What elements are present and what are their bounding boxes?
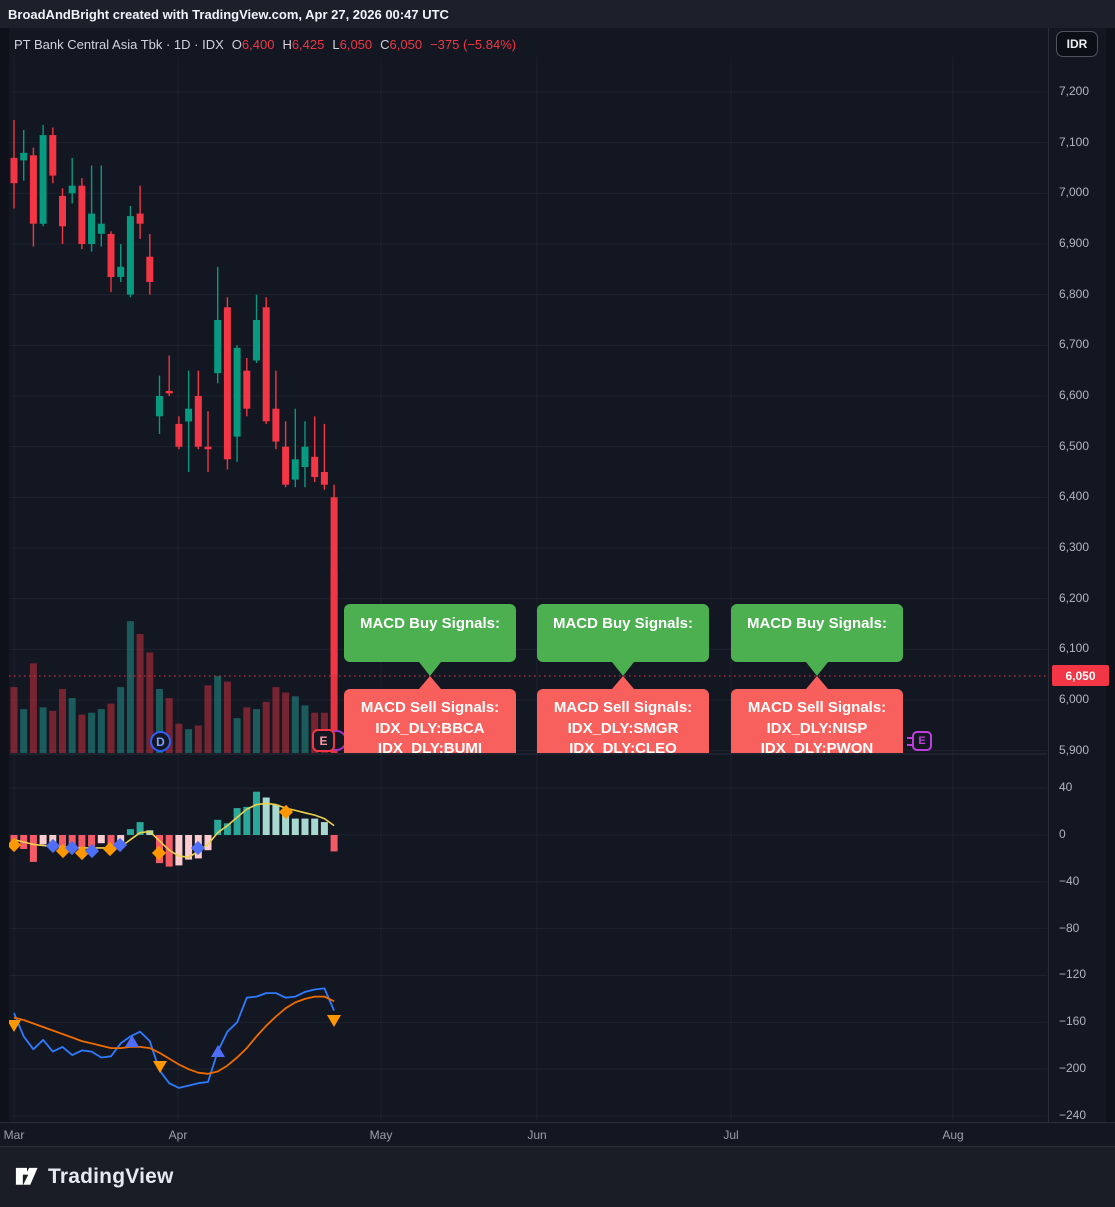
sell-box-title: MACD Sell Signals: [747, 699, 887, 716]
sell-box-ticker: IDX_DLY:PWON [760, 740, 874, 753]
macd-buy-signals-box[interactable]: MACD Buy Signals: [344, 604, 516, 676]
tradingview-logo-icon[interactable] [13, 1164, 40, 1191]
axis-label: −80 [1059, 920, 1080, 935]
sell-box-ticker: IDX_DLY:BUMI [377, 740, 483, 753]
price-pane-overlay: MACD Buy Signals: MACD Sell Signals: IDX_D… [9, 57, 1047, 753]
axis-label: −120 [1059, 967, 1087, 982]
sell-box-ticker: IDX_DLY:BBCA [375, 719, 485, 737]
axis-label: 7,000 [1059, 185, 1090, 200]
axis-label: 7,100 [1059, 134, 1090, 149]
macd-sell-signals-box[interactable]: MACD Sell Signals: IDX_DLY:BBCA IDX_DLY:BU… [344, 676, 516, 753]
ohlc-open: O6,400 [231, 36, 275, 52]
sell-box-ticker: IDX_DLY:NISP [766, 719, 868, 737]
axis-label: 6,900 [1059, 236, 1090, 250]
axis-label: 6,600 [1059, 388, 1090, 402]
time-axis-label: Jun [527, 1128, 547, 1142]
time-axis[interactable]: Mar Apr May Jun Jul Aug [0, 1122, 1115, 1147]
axis-label: −160 [1059, 1014, 1087, 1029]
price-change: −375 (−5.84%) [430, 36, 517, 52]
axis-label: −240 [1059, 1107, 1087, 1122]
ohlc-close: C6,050 [380, 36, 423, 52]
axis-label: 6,000 [1059, 692, 1090, 706]
attribution-text: BroadAndBright created with TradingView.… [8, 6, 449, 22]
axis-label: 5,900 [1059, 742, 1090, 757]
axis-label: 40 [1059, 780, 1073, 795]
right-gutter [1106, 28, 1115, 1147]
earnings-badge[interactable]: E [312, 729, 335, 752]
axis-label: −200 [1059, 1061, 1087, 1076]
time-axis-label: May [369, 1128, 393, 1142]
macd-buy-signals-box[interactable]: MACD Buy Signals: [537, 604, 709, 676]
axis-label: 6,800 [1059, 286, 1090, 301]
tradingview-logo-text[interactable]: TradingView [48, 1165, 174, 1188]
axis-label: 6,500 [1059, 438, 1090, 453]
time-axis-label: Aug [942, 1128, 964, 1142]
attribution-bar: BroadAndBright created with TradingView.… [0, 0, 1115, 28]
ohlc-low: L6,050 [332, 36, 373, 52]
dividend-badge[interactable]: D [150, 731, 171, 752]
last-price-label: 6,050 [1052, 665, 1109, 686]
axis-label: 6,400 [1059, 489, 1090, 504]
axis-label: 6,300 [1059, 540, 1090, 554]
symbol-title[interactable]: PT Bank Central Asia Tbk · 1D · IDX [14, 36, 224, 52]
time-axis-label: Mar [3, 1128, 25, 1142]
axis-label: 0 [1059, 827, 1066, 841]
currency-button[interactable]: IDR [1056, 31, 1098, 57]
macd-sell-signals-box[interactable]: MACD Sell Signals: IDX_DLY:SMGR IDX_DLY:CL… [537, 676, 709, 753]
axis-label: 6,200 [1059, 590, 1090, 605]
sell-box-ticker: IDX_DLY:SMGR [567, 719, 679, 737]
macd-buy-signals-box[interactable]: MACD Buy Signals: [731, 604, 903, 676]
axis-label: 6,100 [1059, 641, 1090, 656]
left-gutter [0, 28, 9, 1122]
time-axis-label: Jul [723, 1128, 739, 1142]
sell-box-title: MACD Sell Signals: [360, 699, 500, 716]
symbol-header[interactable]: PT Bank Central Asia Tbk · 1D · IDX O6,4… [14, 36, 524, 52]
price-axis[interactable]: 7,200 7,100 7,000 6,900 6,800 6,700 6,600 6,500… [1048, 28, 1107, 1122]
footer: TradingView [0, 1147, 1115, 1207]
sell-box-ticker: IDX_DLY:CLEO [569, 740, 677, 753]
macd-sell-signals-box[interactable]: MACD Sell Signals: IDX_DLY:NISP IDX_DLY:PW… [731, 676, 903, 753]
earnings-estimate-badge[interactable]: E [907, 731, 932, 751]
axis-label: 7,200 [1059, 84, 1090, 98]
sell-box-title: MACD Sell Signals: [553, 699, 693, 716]
ohlc-high: H6,425 [282, 36, 325, 52]
axis-label: −40 [1059, 873, 1080, 888]
time-axis-label: Apr [168, 1128, 188, 1142]
axis-label: 6,700 [1059, 337, 1090, 352]
